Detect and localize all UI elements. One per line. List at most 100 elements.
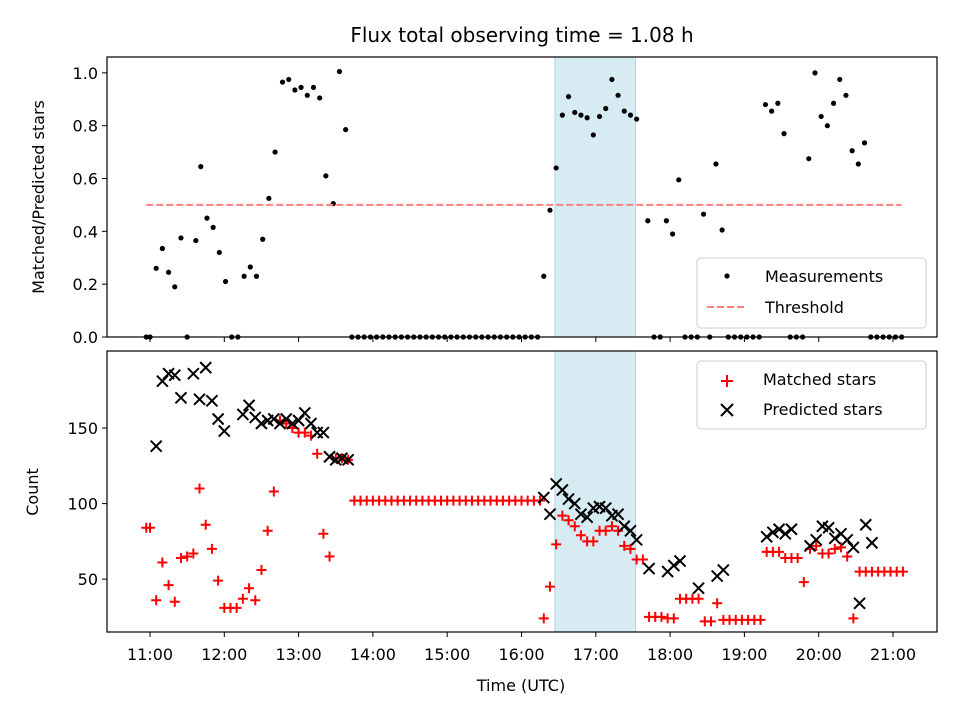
matched-stars-point <box>200 519 211 530</box>
measurements-point <box>241 273 247 279</box>
measurements-point <box>713 161 719 167</box>
predicted-stars-point <box>562 492 575 506</box>
bottom-y-tick-label: 100 <box>67 495 98 514</box>
measurements-point <box>634 116 640 122</box>
measurements-point <box>198 164 204 170</box>
matched-stars-point <box>897 566 908 577</box>
matched-stars-point <box>829 543 840 554</box>
matched-stars-point <box>250 595 261 606</box>
predicted-stars-point <box>537 491 550 504</box>
matched-stars-point <box>256 565 267 576</box>
measurements-point <box>584 115 590 121</box>
predicted-stars-point <box>149 439 163 453</box>
predicted-stars-point <box>779 527 792 541</box>
matched-stars-point <box>693 593 704 604</box>
matched-stars-point <box>299 427 310 438</box>
legend-marker-matched-stars <box>721 375 733 387</box>
measurements-point <box>830 100 837 106</box>
top-legend-frame <box>696 257 927 329</box>
matched-stars-point <box>324 551 335 562</box>
legend-marker-measurements <box>724 273 730 279</box>
measurements-point <box>253 273 260 279</box>
measurements-point <box>559 112 565 118</box>
measurements-point <box>247 264 253 270</box>
predicted-stars-point <box>187 367 200 380</box>
measurements-point <box>193 237 199 244</box>
predicted-stars-point <box>543 507 557 521</box>
measurements-point <box>837 76 843 83</box>
x-axis-label: Time (UTC) <box>476 676 565 695</box>
matched-stars-point <box>569 521 580 532</box>
predicted-stars-point <box>205 394 219 408</box>
top-y-tick-label: 0.2 <box>73 275 98 294</box>
x-tick-label: 19:00 <box>721 645 767 664</box>
measurements-point <box>178 235 184 241</box>
x-tick-label: 11:00 <box>127 645 173 664</box>
measurements-point <box>818 113 824 120</box>
predicted-stars-point <box>810 533 823 547</box>
measurements-point <box>210 224 216 230</box>
matched-stars-point <box>811 540 822 551</box>
predicted-stars-point <box>317 426 330 439</box>
measurements-point <box>719 227 725 233</box>
predicted-stars-point <box>211 412 225 426</box>
predicted-stars-point <box>218 424 231 438</box>
measurements-point <box>596 113 603 120</box>
matched-stars-point <box>151 595 162 606</box>
matched-stars-point <box>563 515 574 526</box>
measurements-point <box>216 249 222 256</box>
predicted-stars-point <box>766 526 780 539</box>
predicted-stars-point <box>280 412 293 426</box>
measurements-point <box>547 207 553 213</box>
measurements-point <box>298 84 304 90</box>
bottom-y-tick-label: 150 <box>67 419 98 438</box>
predicted-stars-point <box>611 507 625 521</box>
matched-stars-point <box>182 551 193 562</box>
matched-stars-point <box>544 581 555 592</box>
predicted-stars-point <box>298 406 311 420</box>
measurements-point <box>565 94 572 100</box>
measurements-point <box>609 76 615 83</box>
measurements-point <box>615 92 621 98</box>
top-legend: Measurements Threshold <box>696 257 927 329</box>
predicted-stars-point <box>323 450 336 463</box>
matched-stars-point <box>213 575 224 586</box>
measurements-point <box>204 215 210 221</box>
legend-label-threshold: Threshold <box>764 298 844 317</box>
x-tick-label: 17:00 <box>573 645 619 664</box>
measurements-point <box>292 87 298 93</box>
matched-stars-point <box>557 510 568 521</box>
top-y-tick-label: 0.6 <box>73 170 98 189</box>
predicted-stars-point <box>624 524 637 537</box>
measurements-point <box>812 70 818 76</box>
predicted-stars-point <box>717 563 730 577</box>
measurements-point <box>286 76 292 83</box>
x-tick-label: 20:00 <box>796 645 842 664</box>
bottom-panel: 50 100 150 11:00 12:00 13:00 14:00 15:00 16:00 17… <box>23 350 938 664</box>
x-tick-label: 21:00 <box>870 645 916 664</box>
predicted-stars-point <box>168 368 181 382</box>
matched-stars-point <box>625 543 636 554</box>
predicted-stars-point <box>822 521 835 534</box>
measurements-point <box>590 132 596 138</box>
matched-stars-point <box>262 525 273 536</box>
matched-stars-point <box>619 540 630 551</box>
top-y-tick-label: 1.0 <box>73 64 98 83</box>
top-panel: 0.0 0.2 0.4 0.6 0.8 1.0 Matched/Predicted sta… <box>29 56 938 347</box>
measurements-point <box>165 269 172 275</box>
predicted-stars-point <box>236 408 250 421</box>
top-y-tick-label: 0.8 <box>73 117 98 136</box>
measurements-point <box>669 231 676 237</box>
measurements-point <box>310 84 317 90</box>
predicted-stars-point <box>242 399 256 412</box>
measurements-point <box>222 278 229 285</box>
matched-stars-point <box>157 557 168 568</box>
measurements-point <box>159 245 165 252</box>
matched-stars-point <box>145 522 155 533</box>
measurements-point <box>336 68 343 75</box>
matched-stars-point <box>551 539 562 550</box>
measurements-point <box>663 218 669 224</box>
matched-stars-point <box>637 554 648 565</box>
matched-stars-point <box>848 613 859 624</box>
